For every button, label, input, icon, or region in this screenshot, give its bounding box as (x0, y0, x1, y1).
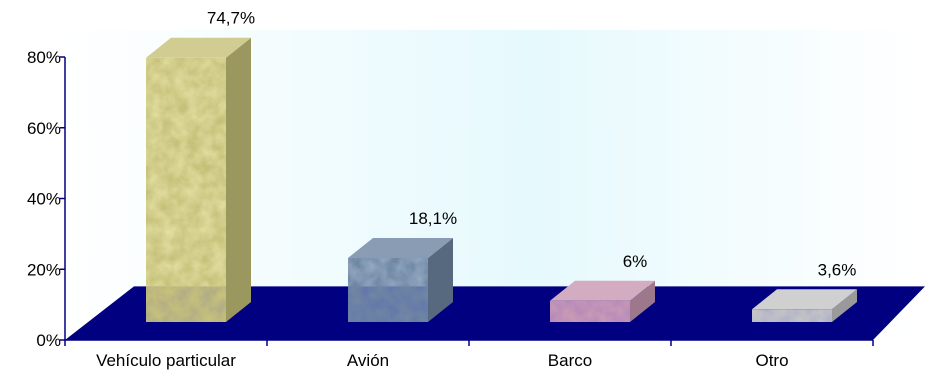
y-tick-label: 60% (27, 119, 61, 138)
y-tick-label: 0% (36, 331, 61, 350)
bar (550, 280, 655, 322)
x-tick-label: Barco (548, 351, 592, 370)
bar (146, 37, 251, 322)
data-label: 18,1% (409, 209, 457, 228)
bar-front (752, 309, 832, 322)
y-axis-ticks: 0% 20% 40% 60% 80% (27, 48, 65, 350)
bar-front (550, 300, 630, 322)
data-label: 74,7% (207, 9, 255, 28)
data-label: 6% (623, 252, 648, 271)
x-tick-label: Vehículo particular (96, 351, 236, 370)
chart-floor (65, 286, 925, 340)
bar-side (428, 237, 453, 322)
bar-side (226, 37, 251, 322)
bars (146, 37, 857, 322)
bar-top (550, 280, 655, 301)
data-label: 3,6% (818, 260, 857, 279)
data-labels: 74,7% 18,1% 6% 3,6% (207, 9, 856, 280)
bar (752, 289, 857, 322)
bar-top (348, 237, 453, 258)
y-tick-label: 20% (27, 260, 61, 279)
y-tick-label: 40% (27, 190, 61, 209)
bar-side (832, 289, 857, 322)
bar-front (146, 57, 226, 322)
x-tick-label: Avión (347, 351, 389, 370)
bar-top (146, 37, 251, 58)
bar-side (630, 280, 655, 322)
bar-top (752, 289, 857, 310)
x-axis-ticks: Vehículo particular Avión Barco Otro (64, 340, 874, 370)
bar-front (348, 257, 428, 322)
bar (348, 237, 453, 322)
y-tick-label: 80% (27, 48, 61, 67)
x-tick-label: Otro (755, 351, 788, 370)
